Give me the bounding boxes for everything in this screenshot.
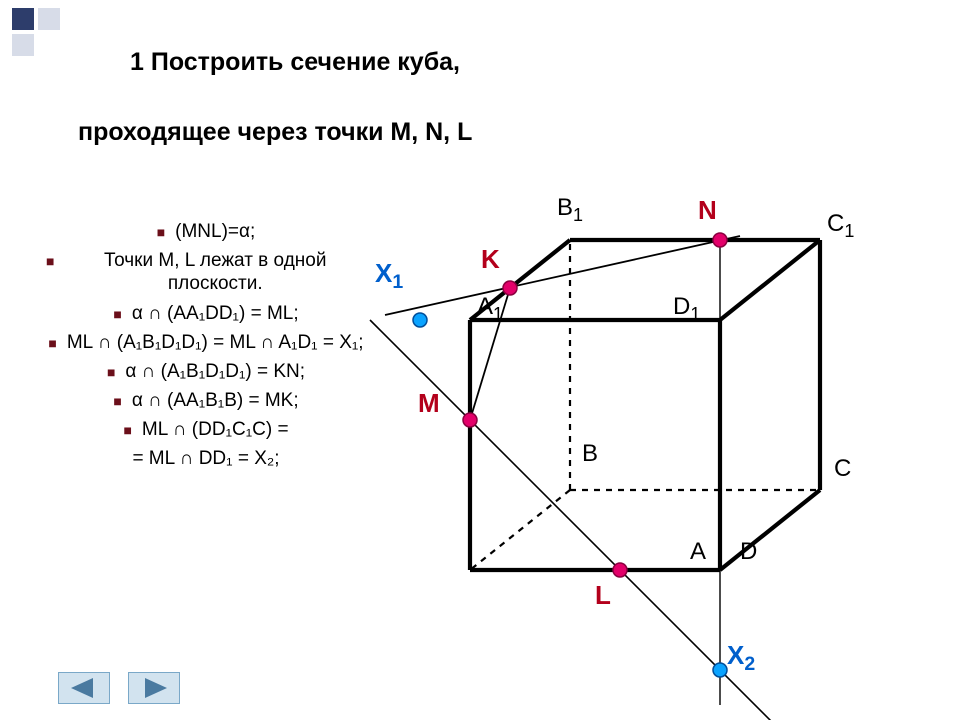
title-line-1: 1 Построить сечение куба,	[130, 48, 460, 77]
bullet-5: α ∩ (AA₁B₁B) = MK;	[132, 389, 299, 412]
label-M: M	[418, 388, 440, 419]
steps-list: ■(MNL)=α; ■Точки M, L лежат в одной плос…	[46, 220, 366, 477]
hidden-edges	[470, 240, 820, 570]
nav-next-button[interactable]	[128, 672, 180, 704]
nav-prev-button[interactable]	[58, 672, 110, 704]
label-N: N	[698, 195, 717, 226]
visible-edges	[470, 240, 820, 570]
label-K: K	[481, 244, 500, 275]
nav-next-icon	[129, 673, 179, 703]
label-B1: B1	[557, 194, 583, 226]
label-C: C	[834, 455, 851, 483]
nav-prev-icon	[59, 673, 109, 703]
bullet-0: (MNL)=α;	[175, 220, 255, 243]
bullet-6: ML ∩ (DD₁C₁C) =	[142, 418, 289, 441]
bullet-3: ML ∩ (A₁B₁D₁D₁) = ML ∩ A₁D₁ = X₁;	[67, 331, 364, 354]
label-X2: X2	[727, 640, 755, 676]
label-C1: C1	[827, 210, 854, 242]
bullet-4: α ∩ (A₁B₁D₁D₁) = KN;	[125, 360, 305, 383]
bullet-1: Точки M, L лежат в одной плоскости.	[64, 249, 366, 295]
red-points	[463, 233, 727, 577]
bullet-2: α ∩ (AA₁DD₁) = ML;	[132, 302, 299, 325]
label-X1: X1	[375, 258, 403, 294]
label-D1: D1	[673, 293, 700, 325]
label-D: D	[740, 538, 757, 566]
bullet-7: = ML ∩ DD₁ = X₂;	[132, 447, 279, 470]
label-L: L	[595, 580, 611, 611]
nav-buttons	[58, 672, 194, 708]
label-A: A	[690, 538, 706, 566]
label-B: B	[582, 440, 598, 468]
label-A1: A1	[477, 293, 503, 325]
